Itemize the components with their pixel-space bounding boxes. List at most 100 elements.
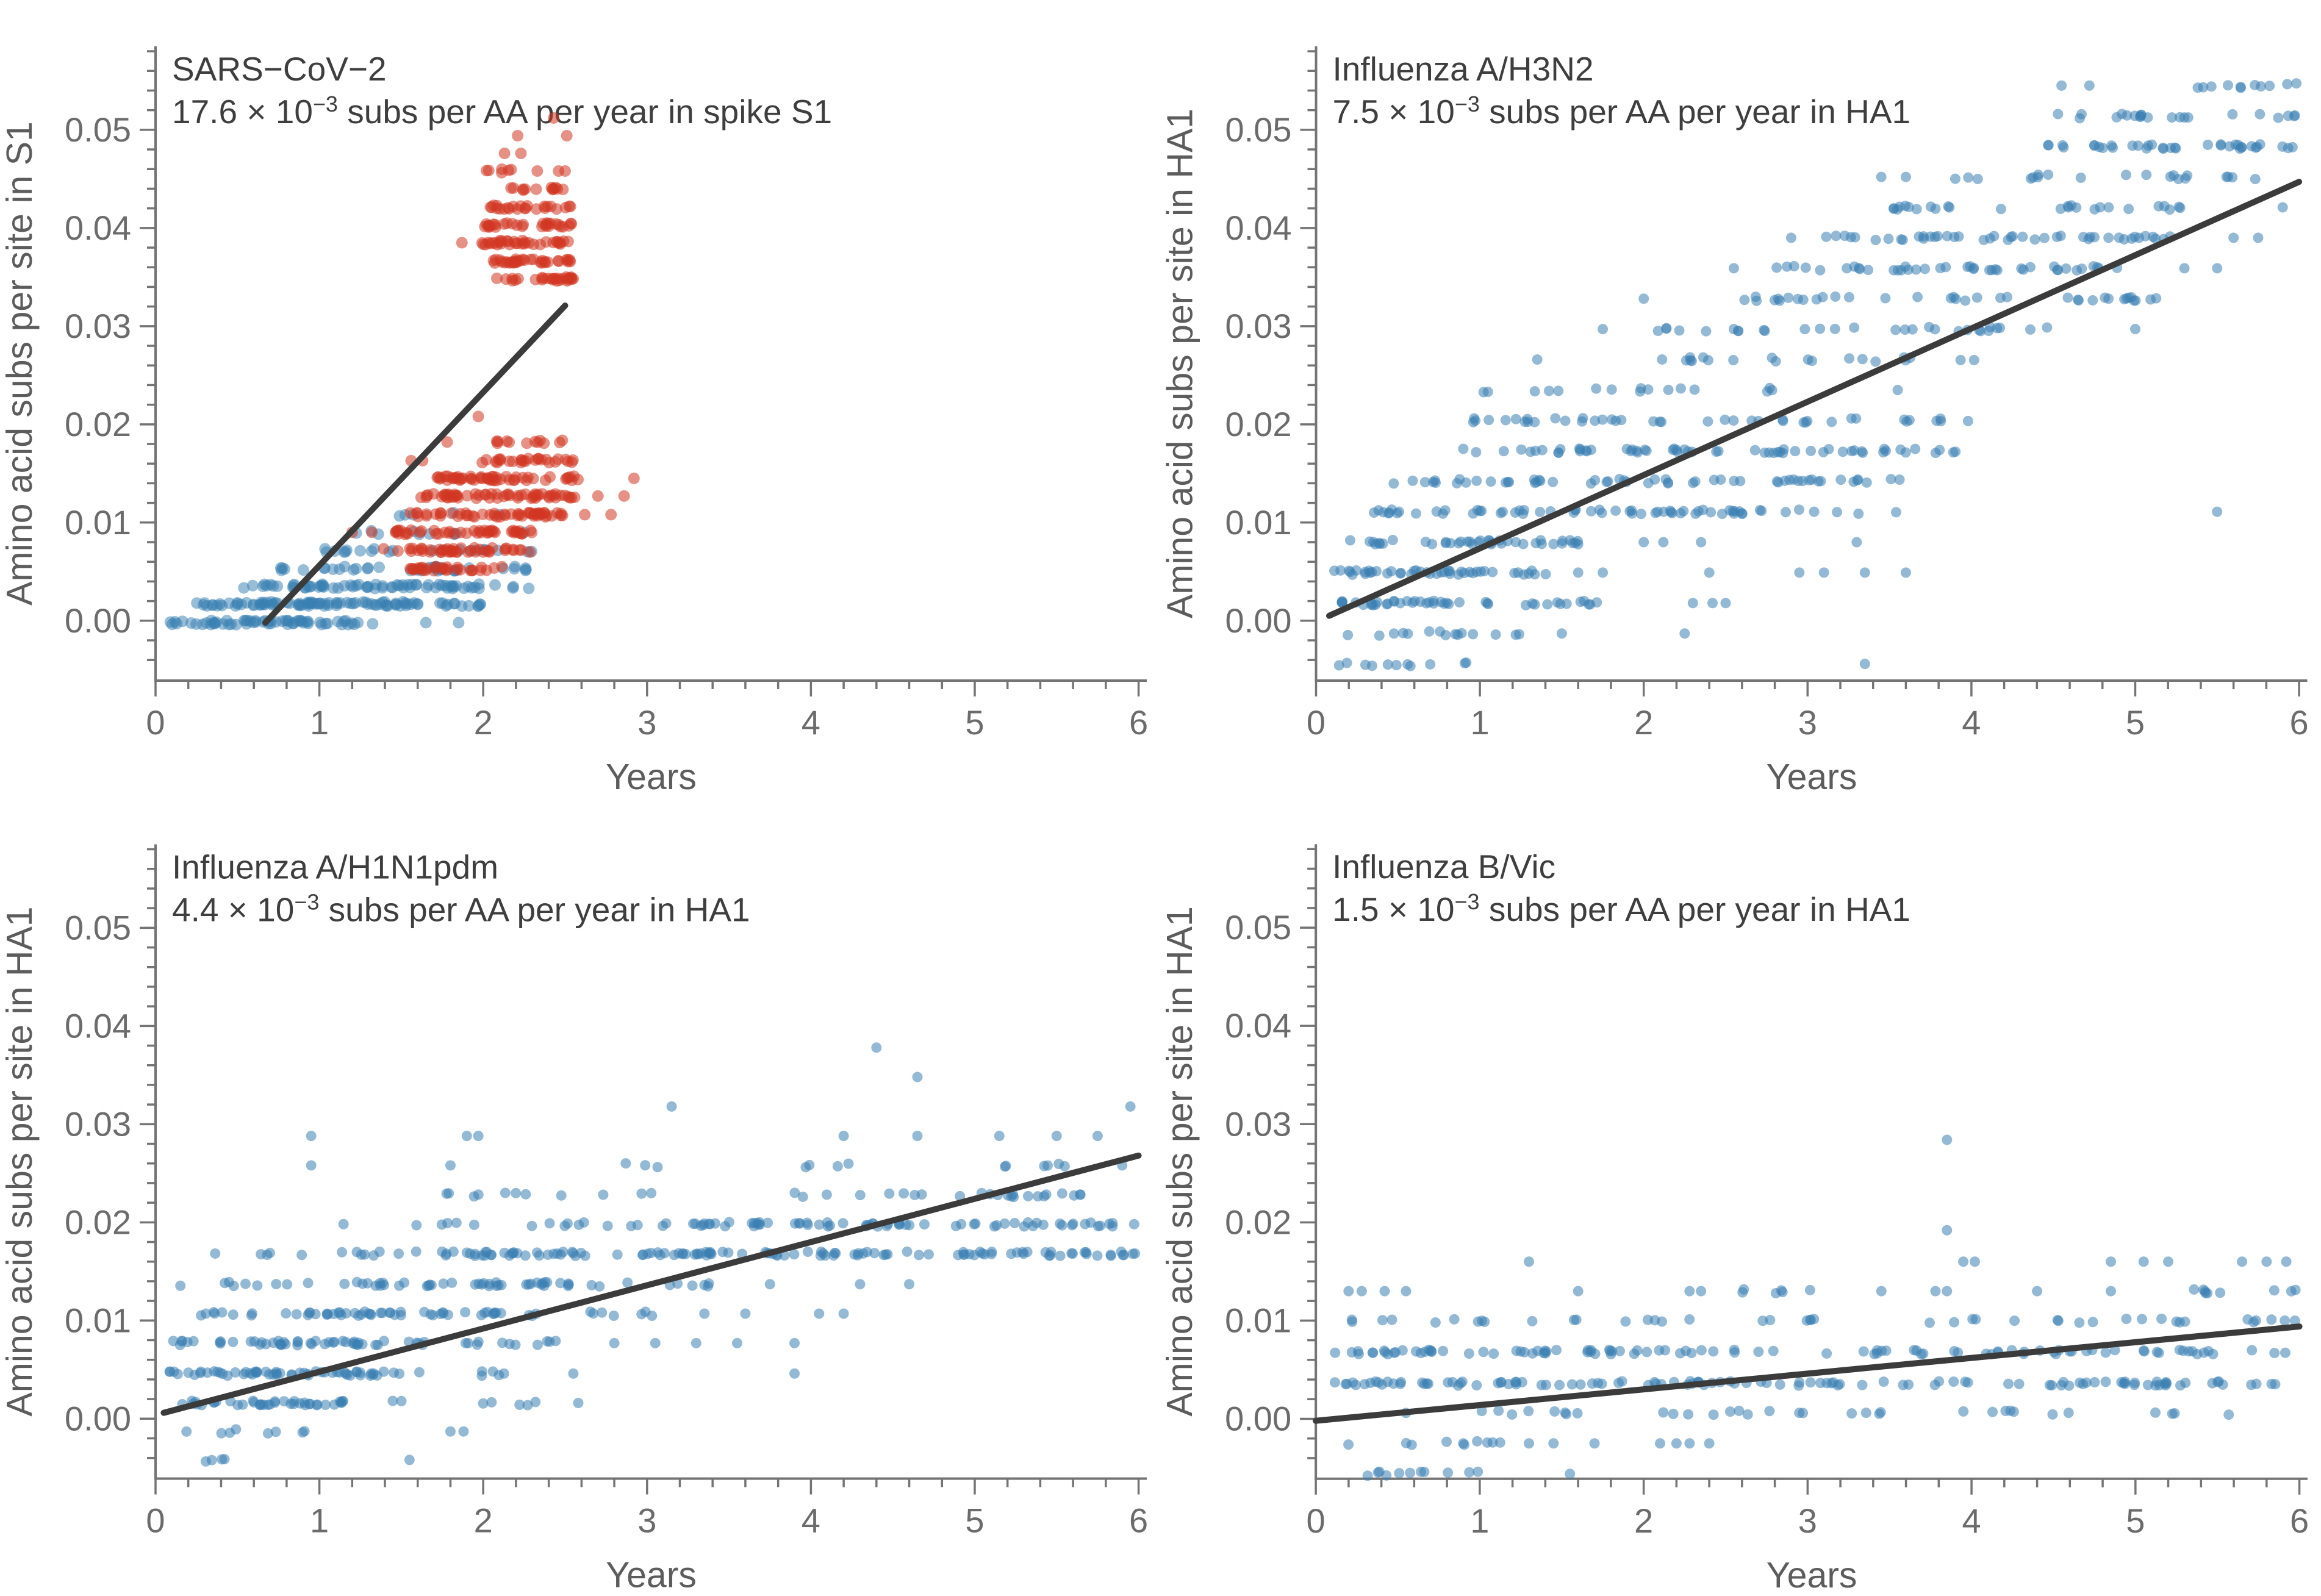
data-point (498, 1368, 509, 1379)
data-point (1478, 1347, 1489, 1358)
data-point (1934, 445, 1945, 456)
data-point (222, 1370, 233, 1381)
data-point (2062, 292, 2073, 303)
data-point (1067, 1248, 1078, 1259)
panel-title: Influenza A/H1N1pdm (172, 848, 498, 886)
data-point (762, 1217, 773, 1228)
data-point (2072, 265, 2082, 276)
data-point (1032, 1191, 1043, 1202)
data-point (201, 600, 213, 612)
data-point (1430, 478, 1441, 488)
data-point (1610, 505, 1621, 516)
data-point (1543, 385, 1554, 396)
data-point (438, 1308, 449, 1319)
data-point (1510, 629, 1521, 640)
data-point (912, 1072, 923, 1082)
data-point (2266, 1314, 2277, 1325)
data-point (994, 1131, 1005, 1142)
data-point (532, 453, 544, 465)
data-point (437, 1246, 448, 1257)
data-point (1753, 1347, 1764, 1358)
data-point (2111, 112, 2122, 123)
data-point (1589, 1438, 1600, 1449)
data-point (461, 1131, 472, 1142)
data-point (1430, 1317, 1441, 1328)
data-point (1892, 384, 1903, 395)
data-point (1870, 234, 1881, 245)
data-point (669, 1250, 680, 1261)
data-point (394, 1369, 405, 1380)
data-point (904, 1279, 915, 1290)
data-point (2103, 232, 2114, 243)
data-point (1329, 1377, 1340, 1388)
data-point (1704, 1438, 1715, 1449)
data-point (2182, 170, 2193, 181)
data-point (2087, 1317, 2098, 1328)
data-point (1778, 448, 1788, 459)
x-tick-label: 3 (1798, 703, 1817, 742)
data-point (1643, 478, 1654, 488)
data-point (304, 581, 316, 593)
data-point (647, 1310, 658, 1321)
data-point (562, 274, 574, 286)
data-point (1942, 1134, 1953, 1145)
data-point (559, 201, 572, 213)
data-point (1995, 204, 2006, 215)
data-point (460, 1307, 471, 1318)
data-point (1962, 415, 1973, 426)
data-point (1529, 478, 1540, 488)
data-point (1437, 508, 1448, 519)
x-axis-title: Years (1767, 757, 1857, 797)
data-point (2206, 81, 2217, 92)
data-point (544, 1336, 555, 1347)
y-tick-label: 0.02 (1225, 405, 1292, 443)
data-point (1614, 1345, 1625, 1356)
y-tick-labels: 0.00 0.01 0.02 0.03 0.04 0.05 (65, 908, 131, 1437)
data-point (248, 1397, 259, 1408)
data-point (1333, 660, 1344, 671)
data-point (532, 490, 544, 502)
data-point (2255, 109, 2265, 120)
data-point (249, 615, 262, 627)
data-point (539, 1276, 550, 1287)
data-point (552, 453, 564, 465)
data-point (1800, 262, 1811, 273)
data-point (1388, 628, 1399, 639)
data-point (481, 1247, 492, 1258)
data-point (703, 1247, 714, 1258)
data-point (495, 238, 507, 250)
data-point (2280, 1315, 2291, 1326)
data-point (276, 615, 288, 628)
data-point (271, 1367, 282, 1378)
data-point (570, 1250, 581, 1261)
x-tick-label: 6 (2289, 703, 2308, 742)
data-point (430, 560, 442, 573)
data-point (520, 1250, 531, 1261)
data-point (636, 1309, 647, 1320)
data-point (2053, 109, 2064, 120)
data-point (800, 1162, 811, 1173)
data-point (422, 579, 434, 591)
data-point (196, 1310, 207, 1321)
data-point (2106, 140, 2117, 151)
data-point (2088, 261, 2099, 272)
fit-line (262, 302, 569, 626)
data-point (1798, 295, 1809, 306)
data-point (225, 618, 237, 630)
panel-title: Influenza A/H3N2 (1333, 50, 1594, 88)
data-point (1890, 324, 1901, 335)
data-point (2141, 170, 2152, 181)
data-point (348, 564, 360, 576)
data-point (454, 507, 467, 520)
data-point (451, 564, 464, 576)
data-point (2089, 140, 2100, 151)
data-point (1949, 231, 1960, 242)
data-point (709, 1218, 720, 1229)
data-point (1401, 1286, 1412, 1297)
x-axis-title: Years (606, 1555, 697, 1595)
data-point (524, 546, 536, 558)
y-tick-labels: 0.00 0.01 0.02 0.03 0.04 0.05 (1225, 110, 1292, 640)
data-point (1597, 414, 1608, 425)
y-tick-label: 0.04 (65, 209, 131, 247)
data-point (556, 509, 569, 521)
